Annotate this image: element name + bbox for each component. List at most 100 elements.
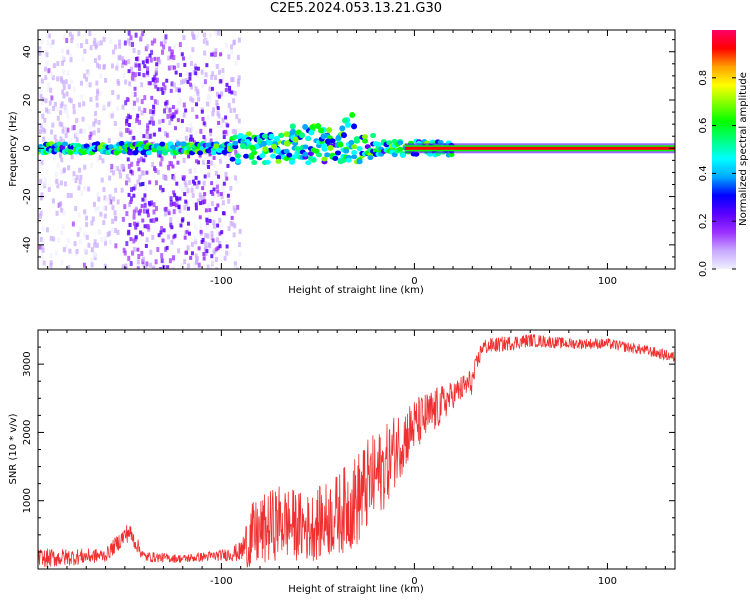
heatmap-cell [45, 107, 49, 113]
heatmap-cell [217, 94, 221, 99]
heatmap-cell [83, 186, 87, 192]
heatmap-cell [109, 167, 113, 173]
heatmap-cell [129, 237, 133, 242]
heatmap-cell [224, 42, 228, 48]
heatmap-cell [108, 175, 112, 181]
heatmap-cell [156, 56, 160, 62]
heatmap-cell [218, 244, 222, 249]
heatmap-cell [185, 127, 189, 133]
heatmap-cell [45, 32, 49, 38]
heatmap-cell [114, 44, 118, 50]
heatmap-cell [108, 39, 112, 45]
heatmap-cell [206, 233, 210, 239]
heatmap-cell [214, 30, 218, 36]
heatmap-cell [194, 130, 198, 136]
heatmap-cell [351, 123, 358, 130]
heatmap-cell [128, 115, 132, 120]
heatmap-cell [168, 107, 172, 113]
heatmap-cell [80, 43, 84, 49]
heatmap-cell [197, 150, 204, 156]
heatmap-cell [187, 263, 191, 269]
heatmap-cell [133, 221, 137, 226]
heatmap-cell [233, 208, 237, 214]
heatmap-cell [122, 72, 126, 78]
colorbar-axis: 0.0 0.2 0.4 0.6 0.8 [698, 70, 736, 277]
y-tick-label: -40 [22, 237, 33, 253]
heatmap-cell [127, 113, 131, 119]
heatmap-cell [49, 253, 53, 259]
heatmap-cell [221, 117, 225, 123]
heatmap-cell [76, 231, 80, 237]
heatmap-cell [145, 209, 149, 214]
heatmap-cell [238, 228, 242, 234]
heatmap-cell [187, 231, 191, 236]
heatmap-cell [155, 217, 159, 222]
heatmap-cell [64, 105, 68, 111]
heatmap-cell [164, 104, 168, 110]
heatmap-cell [123, 40, 127, 46]
heatmap-cell [189, 255, 193, 260]
heatmap-cell [307, 151, 314, 157]
heatmap-cell [220, 49, 224, 55]
heatmap-cell [155, 62, 159, 67]
heatmap-cell [156, 63, 160, 69]
heatmap-cell [127, 163, 131, 169]
heatmap-cell [118, 54, 122, 60]
heatmap-cell [173, 43, 177, 49]
heatmap-cell [44, 75, 48, 81]
heatmap-cell [72, 176, 76, 182]
heatmap-cell [135, 222, 139, 227]
heatmap-cell [83, 73, 87, 79]
heatmap-cell [217, 191, 221, 197]
heatmap-cell [337, 141, 344, 148]
heatmap-cell [188, 72, 192, 77]
heatmap-cell [58, 202, 62, 208]
heatmap-cell [230, 215, 234, 220]
heatmap-cell [327, 144, 334, 151]
heatmap-cell [118, 39, 122, 45]
heatmap-cell [206, 114, 210, 120]
heatmap-cell [90, 163, 94, 169]
heatmap-cell [163, 207, 167, 212]
heatmap-cell [62, 80, 66, 86]
heatmap-cell [220, 230, 224, 235]
heatmap-cell [108, 230, 112, 236]
heatmap-cell [200, 109, 204, 114]
heatmap-cell [232, 40, 236, 46]
heatmap-cell [168, 46, 172, 52]
heatmap-cell [200, 69, 204, 75]
heatmap-cell [39, 129, 43, 135]
heatmap-cell [87, 71, 91, 77]
heatmap-cell [154, 84, 158, 89]
heatmap-cell [275, 155, 282, 161]
heatmap-cell [249, 144, 256, 151]
heatmap-cell [118, 43, 122, 49]
heatmap-cell [227, 198, 231, 204]
heatmap-cell [146, 223, 150, 229]
heatmap-cell [305, 135, 312, 141]
heatmap-cell [81, 56, 85, 62]
heatmap-cell [101, 158, 105, 164]
heatmap-cell [316, 152, 323, 158]
heatmap-cell [167, 211, 171, 216]
heatmap-cell [61, 89, 65, 95]
heatmap-cell [116, 199, 120, 205]
heatmap-cell [92, 121, 96, 127]
heatmap-cell [63, 181, 67, 187]
heatmap-cell [203, 192, 207, 197]
heatmap-cell [96, 88, 100, 94]
heatmap-cell [100, 177, 104, 183]
heatmap-cell [160, 225, 164, 231]
heatmap-cell [204, 241, 208, 247]
heatmap-cell [183, 205, 187, 211]
heatmap-cell [117, 137, 121, 143]
heatmap-cell [159, 161, 163, 167]
heatmap-cell [216, 30, 220, 36]
heatmap-cell [97, 127, 101, 133]
heatmap-cell [173, 153, 177, 159]
heatmap-cell [80, 94, 84, 100]
heatmap-cell [152, 141, 156, 147]
heatmap-cell [228, 85, 232, 90]
heatmap-cell [114, 243, 118, 249]
heatmap-cell [232, 134, 239, 140]
